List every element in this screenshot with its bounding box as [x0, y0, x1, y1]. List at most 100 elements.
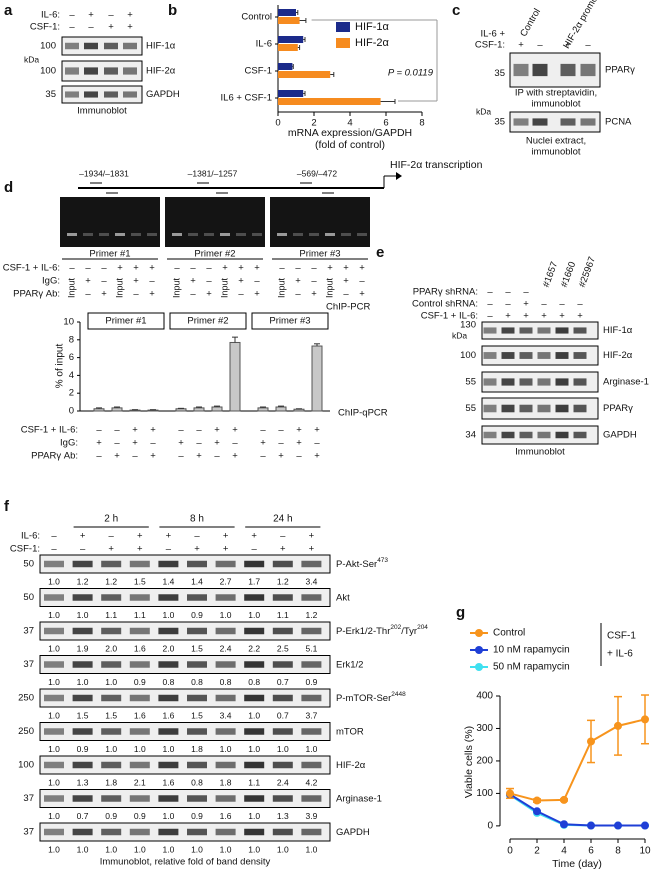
- legend-marker: [475, 663, 483, 671]
- sign: +: [137, 531, 143, 542]
- bar: [257, 407, 269, 412]
- method-label: ChIP-qPCR: [338, 408, 388, 419]
- point: [641, 715, 649, 724]
- sign: +: [251, 531, 257, 542]
- blot-label: Akt: [336, 592, 350, 603]
- density-value: 1.0: [277, 844, 289, 854]
- density-value: 1.0: [191, 844, 203, 854]
- band: [44, 560, 64, 568]
- condition-label: CSF-1 + IL-6:: [421, 311, 478, 322]
- density-value: 1.0: [48, 677, 60, 687]
- sign: –: [359, 276, 365, 287]
- band: [129, 594, 150, 601]
- band: [44, 627, 64, 635]
- caption: immunoblot: [531, 147, 580, 158]
- band: [129, 661, 150, 668]
- band: [537, 404, 551, 413]
- band: [101, 761, 122, 769]
- band: [129, 560, 150, 568]
- blot: [61, 36, 143, 56]
- blot-label: GAPDH: [146, 89, 180, 100]
- band: [272, 828, 293, 836]
- density-value: 1.6: [162, 777, 174, 787]
- sign: +: [108, 22, 114, 33]
- sign: +: [206, 289, 212, 300]
- legend-label: Control: [493, 628, 525, 639]
- band: [301, 694, 322, 702]
- gel-band: [236, 233, 246, 236]
- site-label: –1381/–1257: [188, 168, 238, 178]
- sign: +: [314, 425, 320, 436]
- x-tick-label: 2: [311, 118, 316, 129]
- condition-label: Control shRNA:: [412, 299, 478, 310]
- panel-letter: g: [456, 604, 465, 621]
- density-value: 4.2: [305, 777, 317, 787]
- density-value: 1.0: [48, 643, 60, 653]
- band: [72, 594, 93, 601]
- band: [123, 67, 137, 75]
- sign: –: [505, 287, 511, 298]
- band: [301, 795, 322, 802]
- density-value: 0.7: [277, 710, 289, 720]
- time-label: 2 h: [104, 514, 118, 525]
- sign: –: [80, 544, 86, 555]
- density-value: 0.8: [220, 677, 232, 687]
- bar: [278, 90, 304, 97]
- band: [84, 67, 98, 75]
- band: [158, 694, 179, 702]
- sign: +: [577, 311, 583, 322]
- sign: +: [260, 438, 266, 449]
- x-tick-label: 8: [419, 118, 424, 129]
- y-tick-label: 100: [476, 788, 493, 799]
- density-value: 1.0: [48, 610, 60, 620]
- band: [573, 327, 587, 334]
- band: [537, 327, 551, 334]
- label-part: P-Akt-Ser: [336, 559, 377, 570]
- band: [44, 761, 64, 769]
- gel-band: [252, 233, 262, 236]
- density-value: 0.9: [134, 811, 146, 821]
- kda-marker: 100: [460, 350, 476, 361]
- density-value: 2.5: [277, 643, 289, 653]
- band: [301, 761, 322, 769]
- density-value: 0.8: [191, 677, 203, 687]
- band: [532, 118, 548, 126]
- density-value: 0.9: [134, 677, 146, 687]
- band: [519, 378, 533, 386]
- kda-marker: 34: [465, 430, 476, 441]
- density-value: 1.0: [77, 677, 89, 687]
- blot-label: mTOR: [336, 726, 364, 737]
- sign: +: [150, 451, 156, 462]
- density-value: 3.7: [305, 710, 317, 720]
- clone-label: #1657: [541, 260, 560, 289]
- primer-label: Primer #3: [299, 249, 340, 260]
- sign: –: [295, 289, 301, 300]
- sign: +: [196, 451, 202, 462]
- band: [244, 828, 265, 836]
- sign: –: [311, 263, 317, 274]
- band: [215, 694, 236, 702]
- condition-label: CSF-1 + IL-6:: [21, 425, 78, 436]
- kda-marker: 130: [460, 320, 476, 331]
- condition-label: CSF-1:: [10, 544, 40, 555]
- bar: [311, 345, 323, 412]
- bar: [147, 409, 159, 412]
- sign: +: [565, 40, 571, 51]
- sign: –: [69, 22, 75, 33]
- p-value: P = 0.0119: [388, 68, 434, 79]
- bar: [278, 63, 293, 70]
- band: [244, 728, 265, 735]
- sign: –: [238, 289, 244, 300]
- band: [483, 404, 497, 413]
- density-value: 1.3: [277, 811, 289, 821]
- density-value: 1.0: [162, 811, 174, 821]
- x-tick-label: 8: [615, 846, 621, 857]
- sign: –: [51, 531, 57, 542]
- kda-marker: 37: [23, 827, 34, 838]
- band: [84, 42, 98, 50]
- bar: [193, 407, 205, 412]
- band: [244, 761, 265, 769]
- label-part: Akt: [336, 592, 350, 603]
- band: [244, 594, 265, 601]
- sign: –: [523, 287, 529, 298]
